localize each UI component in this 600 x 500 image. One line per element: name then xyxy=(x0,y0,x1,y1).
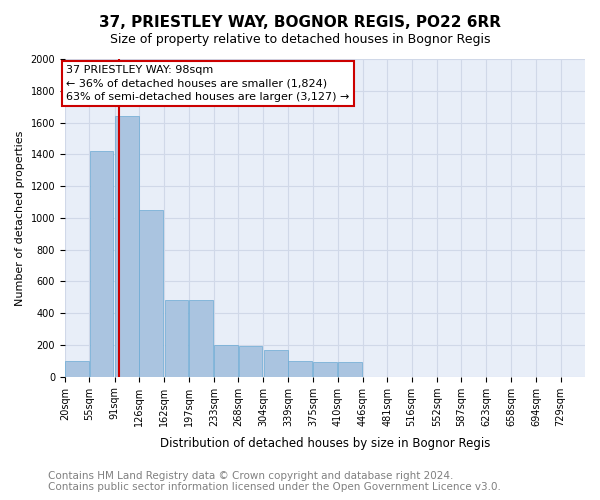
Bar xyxy=(338,362,362,376)
X-axis label: Distribution of detached houses by size in Bognor Regis: Distribution of detached houses by size … xyxy=(160,437,490,450)
Bar xyxy=(139,210,163,376)
Text: Contains HM Land Registry data © Crown copyright and database right 2024.
Contai: Contains HM Land Registry data © Crown c… xyxy=(48,471,501,492)
Text: Size of property relative to detached houses in Bognor Regis: Size of property relative to detached ho… xyxy=(110,32,490,46)
Bar xyxy=(189,300,213,376)
Bar xyxy=(164,300,188,376)
Bar xyxy=(214,345,238,376)
Y-axis label: Number of detached properties: Number of detached properties xyxy=(15,130,25,306)
Bar xyxy=(90,151,113,376)
Bar xyxy=(264,350,287,376)
Bar xyxy=(239,346,262,376)
Bar xyxy=(288,361,312,376)
Bar xyxy=(313,362,337,376)
Text: 37, PRIESTLEY WAY, BOGNOR REGIS, PO22 6RR: 37, PRIESTLEY WAY, BOGNOR REGIS, PO22 6R… xyxy=(99,15,501,30)
Bar xyxy=(115,116,139,376)
Text: 37 PRIESTLEY WAY: 98sqm
← 36% of detached houses are smaller (1,824)
63% of semi: 37 PRIESTLEY WAY: 98sqm ← 36% of detache… xyxy=(67,66,350,102)
Bar xyxy=(65,361,89,376)
